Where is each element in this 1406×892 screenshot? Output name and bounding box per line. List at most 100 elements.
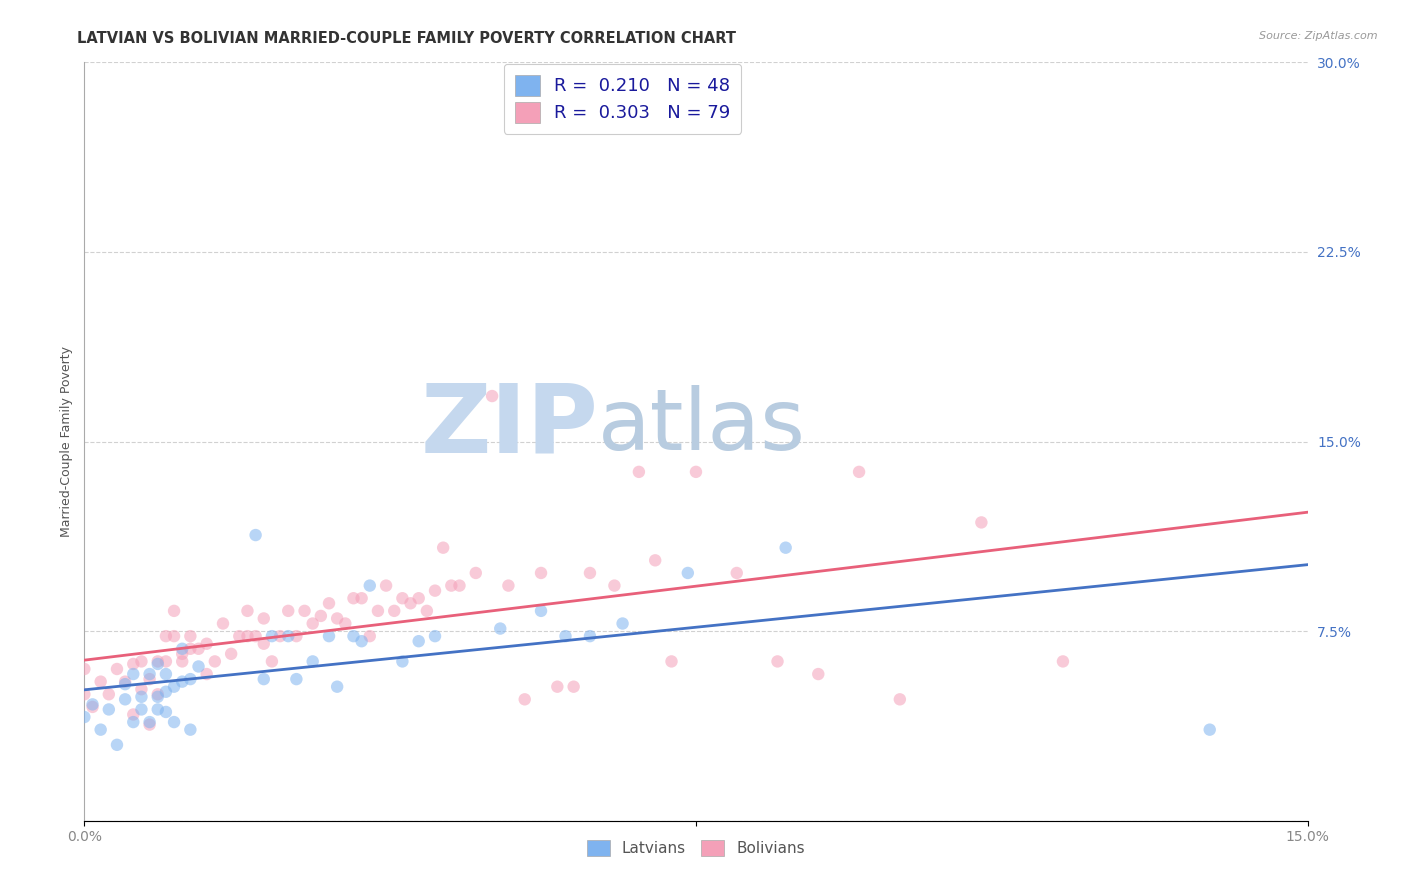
Point <box>179 629 201 643</box>
Point <box>146 657 169 671</box>
Point <box>155 667 177 681</box>
Point <box>82 699 104 714</box>
Point <box>114 677 136 691</box>
Text: ZIP: ZIP <box>420 380 598 473</box>
Point <box>236 604 259 618</box>
Point <box>432 541 454 555</box>
Point <box>105 662 128 676</box>
Point <box>253 637 276 651</box>
Point <box>179 641 201 656</box>
Point <box>179 723 201 737</box>
Point <box>260 655 283 669</box>
Point <box>554 629 576 643</box>
Point <box>342 591 364 606</box>
Point <box>73 662 96 676</box>
Point <box>685 465 707 479</box>
Point <box>195 637 218 651</box>
Point <box>122 707 145 722</box>
Point <box>359 629 381 643</box>
Point <box>603 579 626 593</box>
Point <box>90 723 112 737</box>
Point <box>309 608 332 623</box>
Point <box>481 389 503 403</box>
Point <box>138 717 160 731</box>
Point <box>489 622 512 636</box>
Point <box>172 655 194 669</box>
Point <box>889 692 911 706</box>
Point <box>342 629 364 643</box>
Point <box>195 667 218 681</box>
Point <box>146 702 169 716</box>
Point <box>513 692 536 706</box>
Point <box>416 604 439 618</box>
Point <box>775 541 797 555</box>
Point <box>146 690 169 704</box>
Point <box>179 672 201 686</box>
Point <box>114 674 136 689</box>
Point <box>138 715 160 730</box>
Text: LATVIAN VS BOLIVIAN MARRIED-COUPLE FAMILY POVERTY CORRELATION CHART: LATVIAN VS BOLIVIAN MARRIED-COUPLE FAMIL… <box>77 31 737 46</box>
Point <box>326 611 349 625</box>
Point <box>122 715 145 730</box>
Point <box>187 641 209 656</box>
Point <box>350 591 373 606</box>
Point <box>530 566 553 580</box>
Point <box>277 604 299 618</box>
Point <box>627 465 650 479</box>
Point <box>97 687 120 701</box>
Point <box>301 616 323 631</box>
Point <box>73 687 96 701</box>
Point <box>359 579 381 593</box>
Point <box>131 682 153 697</box>
Point <box>1198 723 1220 737</box>
Point <box>131 690 153 704</box>
Point <box>546 680 568 694</box>
Point <box>82 698 104 712</box>
Point <box>807 667 830 681</box>
Point <box>498 579 520 593</box>
Point <box>228 629 250 643</box>
Point <box>253 611 276 625</box>
Point <box>464 566 486 580</box>
Point <box>294 604 316 618</box>
Point <box>155 655 177 669</box>
Point <box>277 629 299 643</box>
Point <box>155 629 177 643</box>
Point <box>245 629 267 643</box>
Point <box>131 702 153 716</box>
Point <box>285 629 308 643</box>
Point <box>318 596 340 610</box>
Point <box>1052 655 1074 669</box>
Point <box>367 604 389 618</box>
Point <box>423 583 446 598</box>
Point <box>530 604 553 618</box>
Point <box>105 738 128 752</box>
Point <box>146 655 169 669</box>
Point <box>375 579 398 593</box>
Point <box>579 566 602 580</box>
Point <box>562 680 585 694</box>
Point <box>245 528 267 542</box>
Point <box>172 647 194 661</box>
Point <box>146 687 169 701</box>
Point <box>449 579 471 593</box>
Point <box>408 634 430 648</box>
Point <box>122 657 145 671</box>
Point <box>766 655 789 669</box>
Point <box>391 591 413 606</box>
Point <box>644 553 666 567</box>
Point <box>163 715 186 730</box>
Point <box>579 629 602 643</box>
Point <box>131 655 153 669</box>
Text: Source: ZipAtlas.com: Source: ZipAtlas.com <box>1260 31 1378 41</box>
Y-axis label: Married-Couple Family Poverty: Married-Couple Family Poverty <box>60 346 73 537</box>
Point <box>301 655 323 669</box>
Point <box>335 616 357 631</box>
Point <box>138 672 160 686</box>
Point <box>138 667 160 681</box>
Point <box>260 629 283 643</box>
Point <box>163 680 186 694</box>
Point <box>187 659 209 673</box>
Point <box>204 655 226 669</box>
Point <box>219 647 242 661</box>
